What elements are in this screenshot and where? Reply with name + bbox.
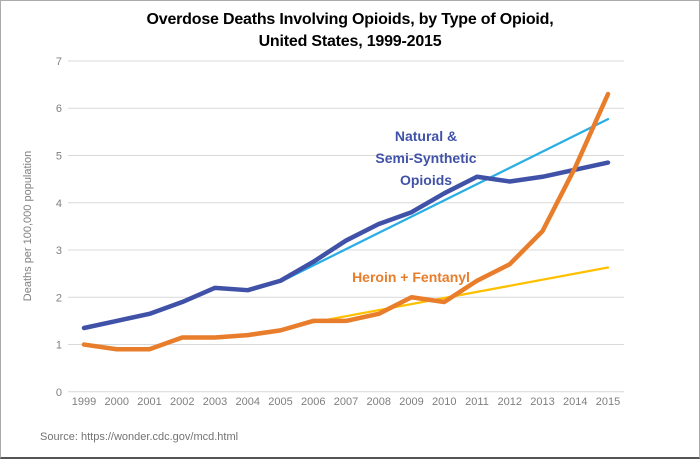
series-label-heroin-fentanyl: Heroin + Fentanyl: [352, 269, 470, 285]
series-label-natural-semisynthetic: Natural & Semi-Synthetic Opioids: [331, 125, 521, 191]
x-tick-label: 2000: [105, 396, 129, 408]
chart-title-line2: United States, 1999-2015: [258, 33, 442, 50]
x-tick-label: 2013: [530, 396, 554, 408]
line-chart-plot-area: 0 1 2 3 4 5 6 7 1999 2000 2001 2002 2003 2004 2005 2006…: [22, 56, 624, 408]
x-tick-label: 2011: [465, 396, 489, 408]
y-tick-label: 4: [56, 198, 62, 210]
x-tick-label: 1999: [72, 396, 96, 408]
y-tick-label: 5: [56, 151, 62, 163]
y-tick-label: 7: [56, 56, 62, 68]
x-tick-label: 2004: [236, 396, 260, 408]
trendline-heroin: [312, 266, 610, 324]
series-label-natural-line3: Opioids: [399, 172, 453, 188]
trendline-natural: [279, 117, 610, 283]
x-tick-label: 2003: [203, 396, 227, 408]
x-tick-label: 2002: [170, 396, 194, 408]
x-tick-label: 2010: [432, 396, 456, 408]
chart-title-line1: Overdose Deaths Involving Opioids, by Ty…: [146, 11, 554, 28]
x-tick-label: 2001: [137, 396, 161, 408]
x-tick-label: 2009: [399, 396, 423, 408]
y-tick-label: 0: [56, 387, 62, 399]
x-tick-label: 2006: [301, 396, 325, 408]
x-tick-label: 2014: [563, 396, 587, 408]
chart-title: Overdose Deaths Involving Opioids, by Ty…: [1, 9, 699, 53]
x-tick-label: 2007: [334, 396, 358, 408]
x-tick-label: 2015: [596, 396, 620, 408]
data-line-heroin-fentanyl: [81, 91, 611, 352]
data-line-natural-semisynthetic: [81, 160, 611, 331]
x-tick-label: 2005: [268, 396, 292, 408]
y-tick-label: 3: [56, 245, 62, 257]
x-tick-label: 2012: [498, 396, 522, 408]
y-tick-label: 2: [56, 292, 62, 304]
source-note: Source: https://wonder.cdc.gov/mcd.html: [40, 431, 239, 443]
y-tick-label: 6: [56, 103, 62, 115]
y-tick-label: 1: [56, 340, 62, 352]
series-label-natural-line2: Semi-Synthetic: [375, 150, 477, 166]
series-label-natural-line1: Natural &: [394, 128, 458, 144]
x-tick-label: 2008: [367, 396, 391, 408]
y-axis-title: Deaths per 100,000 population: [22, 151, 34, 301]
